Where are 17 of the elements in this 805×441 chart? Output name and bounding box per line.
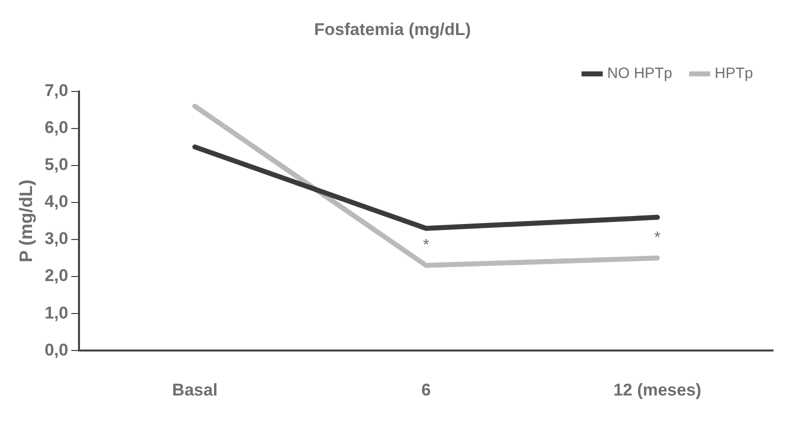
annotation: * [423, 236, 430, 254]
x-tick-label: Basal [172, 380, 218, 400]
y-tick-label: 7,0 [44, 81, 68, 100]
x-tick-label: 6 [421, 380, 431, 400]
annotation: * [654, 229, 660, 246]
y-tick-label: 5,0 [44, 155, 68, 174]
y-tick-label: 4,0 [44, 192, 68, 212]
legend-label: NO HPTp [607, 65, 672, 82]
y-tick-label: 6,0 [44, 118, 68, 138]
x-tick-label: 12 (meses) [613, 380, 702, 400]
y-axis-title: P (mg/dL) [16, 180, 36, 262]
y-tick-label: 2,0 [44, 266, 68, 286]
y-tick-label: 1,0 [44, 303, 68, 322]
legend-label: HPTp [714, 65, 753, 82]
y-tick-label: 0,0 [44, 340, 68, 360]
chart-title: Fosfatemia (mg/dL) [314, 20, 471, 39]
y-tick-label: 3,0 [44, 229, 68, 248]
